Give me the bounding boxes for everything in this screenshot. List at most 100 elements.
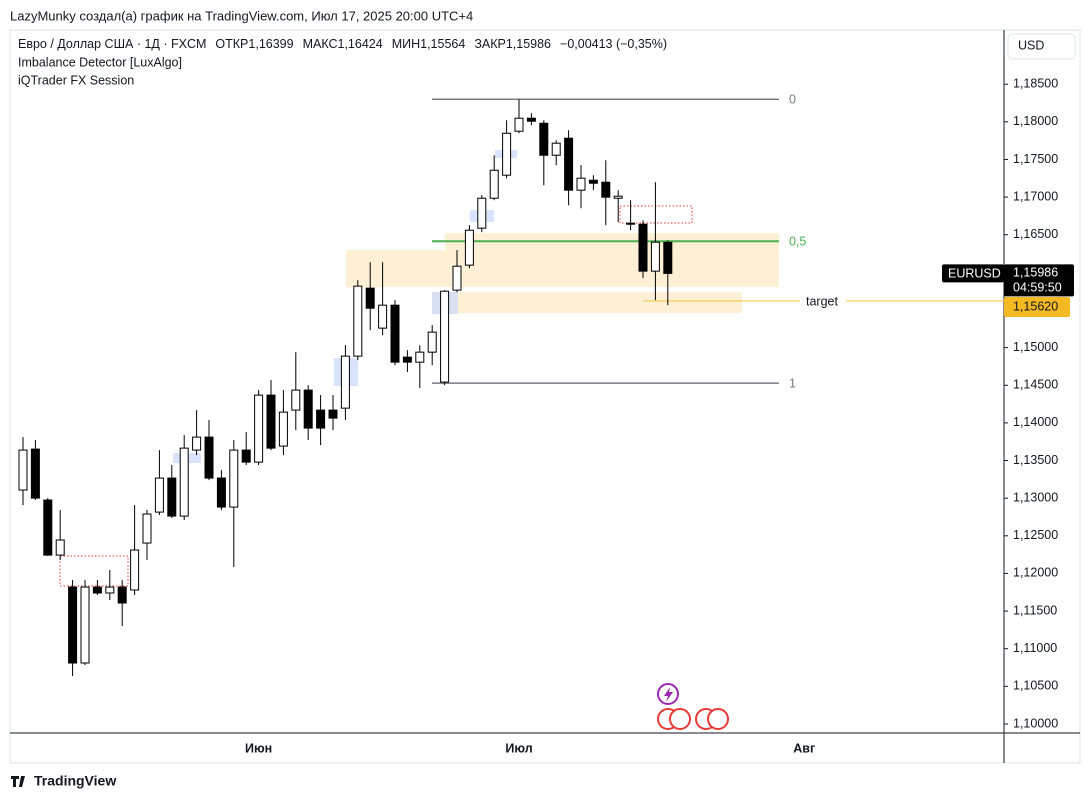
candle-body — [526, 117, 536, 122]
candle-body — [415, 351, 425, 363]
x-tick-label: Июн — [245, 741, 272, 755]
target-label-bg — [800, 292, 846, 309]
candle-body — [291, 389, 301, 411]
plot: 0 0,5 1 target — [18, 93, 1004, 677]
candle-body — [365, 287, 375, 309]
candle-body — [92, 586, 102, 594]
zone — [432, 292, 742, 314]
candle-body — [216, 477, 226, 508]
candle-body — [502, 132, 512, 176]
candle-body — [30, 448, 40, 499]
y-tick-label: 1,13000 — [1013, 490, 1058, 504]
candle-body — [18, 449, 28, 491]
zone — [346, 250, 779, 288]
candle-body — [353, 285, 363, 357]
candle-body — [316, 409, 326, 429]
y-tick-label: 1,17500 — [1013, 152, 1058, 166]
legend-item: Евро / Доллар США · 1Д · FXCM — [18, 37, 207, 51]
y-tick-label: 1,10000 — [1013, 716, 1058, 730]
candle-body — [440, 290, 450, 383]
credit: LazyMunky создал(а) график на TradingVie… — [10, 8, 473, 23]
candle-body — [539, 122, 549, 156]
y-tick-label: 1,11000 — [1013, 641, 1057, 655]
target-price-bg — [1004, 296, 1070, 317]
y-tick-label: 1,15000 — [1013, 340, 1058, 354]
candle-body — [626, 222, 636, 225]
candle-body — [390, 304, 400, 363]
x-tick-label: Июл — [505, 741, 532, 755]
candle-body — [464, 229, 474, 266]
candle-body — [576, 177, 586, 191]
legend-item: ОТКР1,16399 — [215, 37, 294, 51]
candle-body — [514, 117, 524, 132]
y-tick-label: 1,14500 — [1013, 378, 1058, 392]
candle-body — [117, 586, 127, 604]
y-tick-label: 1,10500 — [1013, 679, 1058, 693]
fib-label: 0 — [789, 93, 796, 107]
legend-item: ЗАКР1,15986 — [474, 37, 552, 51]
brand-logo — [11, 776, 25, 787]
y-tick-label: 1,12500 — [1013, 528, 1058, 542]
candle-body — [588, 179, 598, 184]
candle-body — [340, 355, 350, 409]
y-tick-label: 1,17000 — [1013, 189, 1058, 203]
imbalance-bear — [59, 555, 129, 587]
frame — [9, 29, 1081, 764]
indicator: iQTrader FX Session — [18, 73, 134, 87]
candle-body — [427, 331, 437, 353]
candle-body — [266, 394, 276, 449]
candle-body — [179, 447, 189, 517]
candle-body — [204, 436, 214, 479]
candle-body — [650, 241, 660, 272]
y-tick-label: 1,18000 — [1013, 114, 1058, 128]
currency[interactable]: USD — [1018, 38, 1044, 52]
candle-body — [80, 586, 90, 664]
event-icon[interactable] — [707, 708, 729, 730]
candle-body — [192, 436, 202, 451]
legend-item: −0,00413 (−0,35%) — [560, 37, 668, 51]
candle-body — [489, 169, 499, 199]
candle-body — [564, 137, 574, 191]
y-tick-label: 1,13500 — [1013, 453, 1058, 467]
candle-body — [402, 356, 412, 363]
candle-body — [229, 449, 239, 508]
candle-body — [55, 539, 65, 556]
fib-label: 1 — [789, 376, 796, 390]
candle-body — [613, 195, 623, 199]
brand: TradingView — [34, 773, 116, 789]
legend-item: МАКС1,16424 — [302, 37, 383, 51]
candle-body — [378, 304, 388, 329]
candle-body — [278, 411, 288, 447]
event-icon[interactable] — [669, 708, 691, 730]
candle-body — [601, 181, 611, 198]
candle-body — [68, 586, 78, 664]
currency-box[interactable] — [1007, 33, 1076, 60]
candle-body — [663, 241, 673, 274]
candle-body — [303, 389, 313, 429]
target-price: 1,15620 — [1013, 299, 1058, 313]
y-tick-label: 1,14000 — [1013, 415, 1058, 429]
event-icon-glyph — [664, 687, 673, 702]
fib-label: 0,5 — [789, 234, 806, 248]
symbol-label: EURUSD — [948, 267, 1001, 281]
candle-body — [241, 449, 251, 463]
symbol-label-bg — [942, 264, 1004, 283]
y-tick-label: 1,16500 — [1013, 227, 1058, 241]
y-tick-label: 1,12000 — [1013, 566, 1058, 580]
x-tick-label: Авг — [793, 741, 815, 755]
candle-body — [328, 409, 338, 419]
candle-body — [105, 586, 115, 594]
candle-body — [142, 513, 152, 544]
indicator: Imbalance Detector [LuxAlgo] — [18, 55, 182, 69]
candle-body — [477, 197, 487, 229]
candle-body — [452, 265, 462, 291]
candle-body — [130, 549, 140, 591]
candle-body — [167, 477, 177, 517]
imbalance-bear — [619, 205, 693, 224]
candle-body — [638, 223, 648, 272]
y-tick-label: 1,18500 — [1013, 76, 1058, 90]
candle-body — [43, 499, 53, 556]
last-price: 1,15986 — [1013, 266, 1058, 280]
candle-body — [551, 142, 561, 156]
